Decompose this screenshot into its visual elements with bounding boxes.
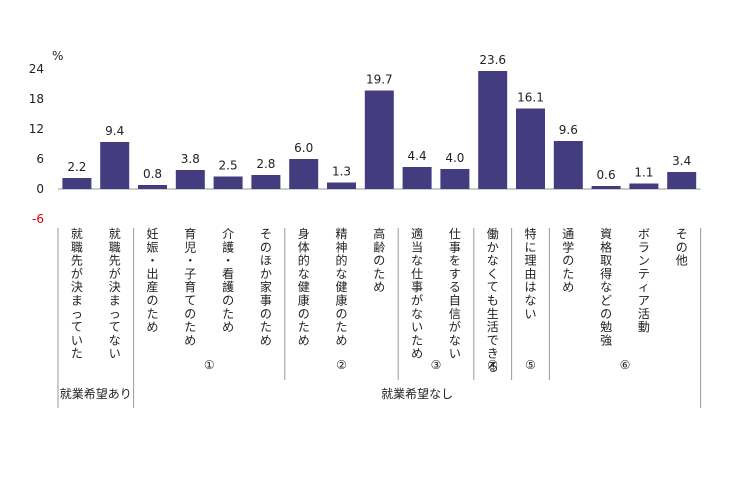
bar bbox=[100, 142, 130, 189]
subgroup-label: ① bbox=[204, 358, 215, 372]
group-label: 就業希望なし bbox=[381, 386, 453, 401]
category-label: 身体的な健康のため bbox=[298, 226, 310, 347]
category-label: 就職先が決まっていた bbox=[71, 227, 83, 361]
value-label: 9.6 bbox=[559, 123, 578, 137]
bar bbox=[667, 172, 697, 189]
subgroup-label: ③ bbox=[431, 358, 442, 372]
y-axis-unit-label: % bbox=[52, 49, 63, 63]
subgroup-label: ⑤ bbox=[525, 358, 536, 372]
category-label: そのほか家事のため bbox=[260, 227, 272, 347]
value-label: 2.2 bbox=[67, 160, 86, 174]
value-label: 0.8 bbox=[143, 167, 162, 181]
category-label: 資格取得などの勉強 bbox=[600, 227, 612, 347]
category-label: その他 bbox=[676, 227, 688, 268]
category-labels: 就職先が決まっていた 就職先が決まってない 妊娠・出産のため 育児・子育てのため 介護・… bbox=[71, 226, 688, 374]
value-label: 2.8 bbox=[256, 157, 275, 171]
y-tick-label: -6 bbox=[32, 212, 44, 226]
y-tick-label: 18 bbox=[29, 92, 44, 106]
subgroup-label: ⑥ bbox=[620, 358, 631, 372]
bar bbox=[175, 170, 205, 189]
value-label: 16.1 bbox=[517, 91, 544, 105]
category-label: 精神的な健康のため bbox=[335, 227, 347, 347]
y-tick-label: 0 bbox=[36, 182, 44, 196]
value-label: 19.7 bbox=[366, 73, 393, 87]
bar bbox=[516, 108, 545, 189]
y-tick-label: 24 bbox=[29, 62, 44, 76]
value-label: 23.6 bbox=[479, 53, 506, 67]
category-label: 就職先が決まってない bbox=[109, 227, 121, 361]
value-label: 2.5 bbox=[219, 159, 238, 173]
bar bbox=[138, 185, 167, 189]
category-label: 仕事をする自信がない bbox=[449, 227, 461, 361]
value-label: 0.6 bbox=[597, 168, 616, 182]
value-label: 9.4 bbox=[105, 124, 124, 138]
category-label: ボランティア活動 bbox=[638, 227, 650, 334]
bars bbox=[62, 71, 697, 189]
group-separators bbox=[57, 228, 702, 408]
bar bbox=[62, 178, 92, 189]
bar bbox=[478, 71, 508, 189]
y-axis-ticks: 24 18 12 6 0 -6 bbox=[29, 62, 44, 226]
bar bbox=[440, 169, 470, 189]
value-label: 4.4 bbox=[408, 149, 427, 163]
category-label: 介護・看護のため bbox=[222, 227, 234, 334]
category-label: 働かなくても生活できる bbox=[487, 227, 499, 374]
value-label: 6.0 bbox=[294, 141, 313, 155]
value-label: 3.8 bbox=[181, 152, 200, 166]
bar bbox=[402, 167, 432, 189]
bar bbox=[327, 182, 356, 189]
value-labels: 2.2 9.4 0.8 3.8 2.5 2.8 6.0 1.3 19.7 4.4 4.0 23.6 16… bbox=[67, 53, 691, 182]
subgroup-label: ④ bbox=[487, 358, 498, 372]
bar bbox=[213, 176, 243, 189]
bar bbox=[629, 183, 659, 189]
category-label: 妊娠・出産のため bbox=[146, 227, 158, 334]
y-tick-label: 12 bbox=[29, 122, 44, 136]
bar bbox=[553, 141, 583, 189]
subgroup-label: ② bbox=[336, 358, 347, 372]
value-label: 1.1 bbox=[634, 166, 653, 180]
value-label: 3.4 bbox=[672, 154, 691, 168]
category-label: 高齢のため bbox=[373, 226, 385, 294]
bar bbox=[591, 186, 621, 189]
subgroup-labels: ① ② ③ ④ ⑤ ⑥ bbox=[204, 358, 631, 372]
group-labels: 就業希望あり 就業希望なし bbox=[60, 386, 453, 401]
bar bbox=[251, 175, 281, 189]
category-label: 通学のため bbox=[562, 227, 574, 294]
y-tick-label: 6 bbox=[36, 152, 44, 166]
bar bbox=[289, 159, 319, 189]
value-label: 1.3 bbox=[332, 165, 351, 179]
value-label: 4.0 bbox=[445, 151, 464, 165]
group-label: 就業希望あり bbox=[60, 386, 132, 401]
category-label: 適当な仕事がないため bbox=[411, 226, 423, 361]
category-label: 育児・子育てのため bbox=[184, 226, 196, 347]
category-label: 特に理由はない bbox=[524, 226, 536, 321]
bar bbox=[364, 90, 394, 189]
